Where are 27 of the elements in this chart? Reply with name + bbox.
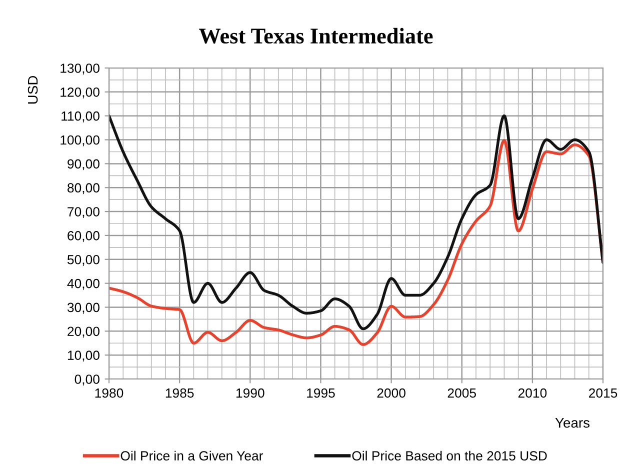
y-tick-label: 0,00 [74,374,100,386]
legend-label: Oil Price in a Given Year [120,450,263,461]
y-tick-label: 100,00 [60,135,100,146]
y-tick-label: 120,00 [60,87,100,98]
x-tick-label: 2010 [518,388,547,398]
y-tick-label: 40,00 [67,278,100,290]
x-tick-label: 2000 [377,388,406,398]
y-tick-label: 10,00 [68,350,100,362]
y-tick-label: 50,00 [67,254,100,266]
y-tick-label: 20,00 [68,326,100,338]
legend-label: Oil Price Based on the 2015 USD [352,450,547,461]
y-tick-label: 70,00 [68,207,100,218]
chart-title: West Texas Intermediate [199,28,433,44]
x-tick-label: 1990 [236,388,264,398]
y-axis-title: USD [28,76,38,104]
x-axis-title: Years [555,418,590,428]
x-tick-label: 1985 [166,388,194,398]
x-tick-label: 2015 [588,388,618,398]
x-tick-label: 1980 [95,388,124,398]
y-tick-label: 30,00 [67,302,100,314]
y-tick-label: 80,00 [68,183,100,194]
x-tick-label: 2005 [448,388,476,398]
y-tick-label: 130,00 [60,64,100,74]
x-tick-label: 1995 [307,388,335,398]
y-tick-label: 110,00 [62,111,100,122]
y-tick-label: 90,00 [68,159,100,170]
y-tick-label: 60,00 [68,231,100,242]
